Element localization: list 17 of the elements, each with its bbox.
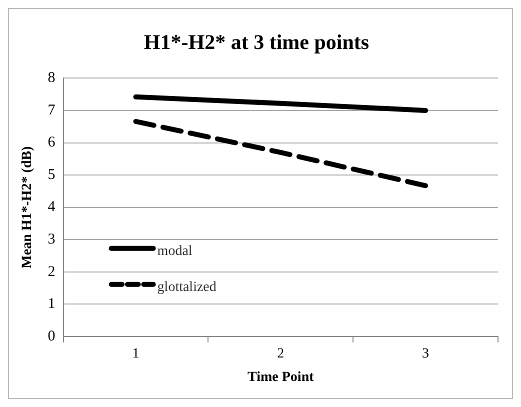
- y-tick-label: 3: [48, 232, 56, 248]
- y-tick-label: 0: [48, 328, 56, 344]
- y-tick-label: 8: [48, 70, 56, 86]
- legend-label: modal: [157, 244, 192, 260]
- y-tick-label: 1: [48, 296, 56, 312]
- x-tick-label: 1: [132, 346, 140, 362]
- x-tick-label: 2: [277, 346, 284, 362]
- y-tick-label: 7: [48, 102, 56, 118]
- chart-title: H1*-H2* at 3 time points: [144, 30, 370, 54]
- legend-label: glottalized: [157, 280, 216, 296]
- y-tick-label: 4: [48, 199, 56, 216]
- y-tick-label: 6: [48, 134, 56, 151]
- y-axis-title: Mean H1*-H2* (dB): [20, 146, 36, 268]
- x-axis-title: Time Point: [248, 370, 314, 386]
- y-tick-label: 5: [48, 166, 56, 183]
- y-tick-label: 2: [48, 264, 56, 280]
- x-tick-label: 3: [422, 346, 430, 362]
